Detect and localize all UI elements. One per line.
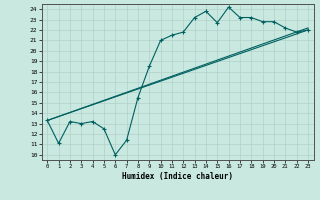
- X-axis label: Humidex (Indice chaleur): Humidex (Indice chaleur): [122, 172, 233, 181]
